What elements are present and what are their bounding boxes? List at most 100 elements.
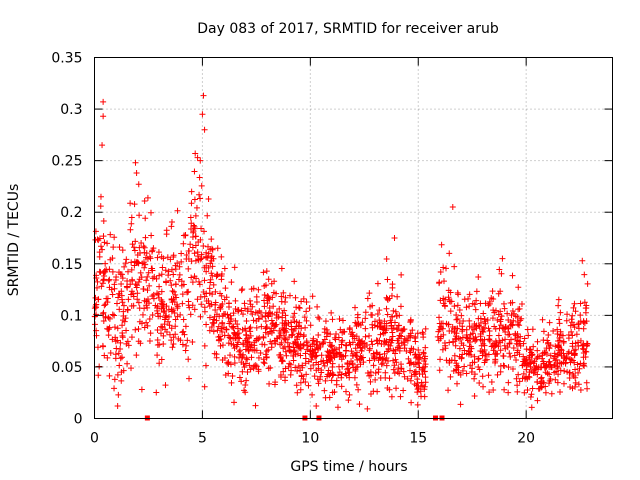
data-point (364, 369, 371, 376)
data-point (300, 295, 307, 302)
data-point (490, 387, 497, 394)
data-point (106, 372, 113, 379)
data-point (114, 403, 121, 410)
data-point (282, 377, 289, 384)
data-point (105, 314, 112, 321)
data-point (130, 293, 137, 300)
data-point (141, 249, 148, 256)
data-point (441, 302, 448, 309)
data-point (234, 325, 241, 332)
data-point (245, 347, 252, 354)
data-point (264, 324, 271, 331)
data-point (471, 353, 478, 360)
data-point (366, 357, 373, 364)
data-point (372, 370, 379, 377)
data-point (238, 378, 245, 385)
data-point (214, 272, 221, 279)
data-point (551, 362, 558, 369)
data-point (154, 290, 161, 297)
data-point (173, 301, 180, 308)
axis-ticks (94, 57, 613, 419)
data-point (241, 387, 248, 394)
data-point (94, 284, 101, 291)
data-point (446, 339, 453, 346)
data-point (244, 369, 251, 376)
data-point (123, 283, 130, 290)
data-point (115, 350, 122, 357)
data-point (135, 278, 142, 285)
data-point (500, 352, 507, 359)
data-point (408, 345, 415, 352)
data-point (241, 300, 248, 307)
data-point (452, 342, 459, 349)
data-point (329, 363, 336, 370)
data-point (437, 323, 444, 330)
data-point (471, 359, 478, 366)
data-point (305, 382, 312, 389)
data-point (158, 323, 165, 330)
data-point (409, 327, 416, 334)
data-point (382, 374, 389, 381)
data-point (262, 313, 269, 320)
y-axis-title: SRMTID / TECUs (6, 184, 22, 297)
data-point (302, 324, 309, 331)
data-point (208, 324, 215, 331)
data-point (400, 368, 407, 375)
data-point (379, 325, 386, 332)
data-point (182, 347, 189, 354)
data-point (226, 334, 233, 341)
data-point (407, 367, 414, 374)
data-point (414, 330, 421, 337)
data-point (472, 323, 479, 330)
data-point (556, 337, 563, 344)
data-point (542, 369, 549, 376)
data-point (172, 281, 179, 288)
data-point (339, 337, 346, 344)
data-point (565, 332, 572, 339)
data-point (364, 295, 371, 302)
data-point (352, 319, 359, 326)
data-point (345, 397, 352, 404)
data-point (473, 297, 480, 304)
data-point (375, 366, 382, 373)
data-point (232, 317, 239, 324)
data-point (213, 317, 220, 324)
data-point (478, 348, 485, 355)
data-point (261, 291, 268, 298)
data-point (552, 343, 559, 350)
data-point (449, 204, 456, 211)
data-point (481, 318, 488, 325)
data-point (113, 300, 120, 307)
data-point (209, 291, 216, 298)
data-point (112, 338, 119, 345)
data-point (240, 311, 247, 318)
data-point (201, 293, 208, 300)
data-point (354, 314, 361, 321)
data-point (486, 389, 493, 396)
data-point (138, 239, 145, 246)
data-point (561, 367, 568, 374)
data-point (179, 341, 186, 348)
data-point (412, 360, 419, 367)
data-point (139, 311, 146, 318)
data-point (255, 366, 262, 373)
data-point (168, 266, 175, 273)
data-point (475, 356, 482, 363)
data-point (575, 369, 582, 376)
y-tick-label: 0.25 (51, 154, 82, 170)
data-point (459, 351, 466, 358)
data-point (367, 378, 374, 385)
data-point (244, 305, 251, 312)
data-point (524, 326, 531, 333)
data-point (204, 254, 211, 261)
data-point (170, 334, 177, 341)
data-point (169, 288, 176, 295)
data-point (246, 362, 253, 369)
data-point (92, 228, 99, 235)
data-point (292, 325, 299, 332)
data-point (240, 340, 247, 347)
data-point (562, 360, 569, 367)
data-point (170, 271, 177, 278)
data-point (480, 310, 487, 317)
data-point (420, 350, 427, 357)
